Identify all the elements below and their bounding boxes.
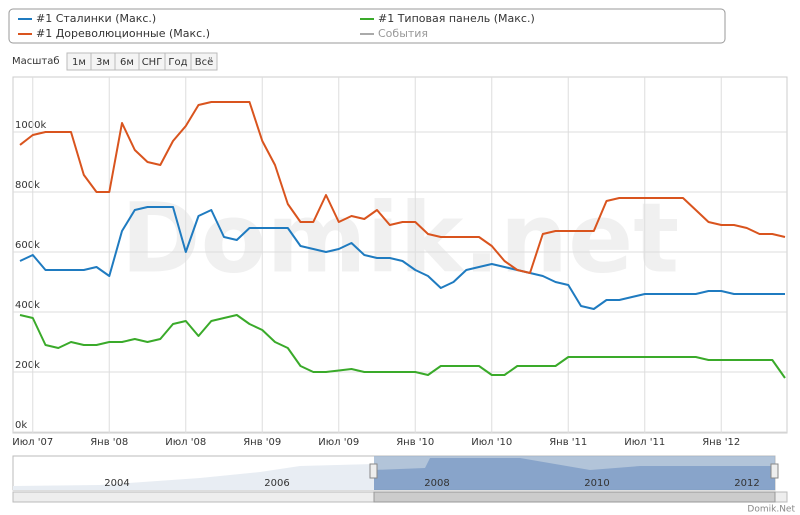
navigator-series [374,458,775,490]
legend-box [8,8,726,44]
zoom-button[interactable]: 1м [66,52,92,71]
legend-item[interactable]: #1 Дореволюционные (Макс.) [18,27,210,40]
zoom-button[interactable]: СНГ [138,52,166,71]
y-tick-label: 800k [15,180,40,191]
legend-label: #1 Сталинки (Макс.) [36,12,156,25]
legend-label: #1 Дореволюционные (Макс.) [36,27,210,40]
x-tick-label: Янв '08 [90,437,128,448]
navigator-area [13,464,374,490]
zoom-button-bg [190,52,218,71]
legend-item[interactable]: #1 Сталинки (Макс.) [18,12,156,25]
x-tick-label: Июл '10 [471,437,512,448]
x-tick-label: Янв '11 [549,437,587,448]
scrollbar-thumb[interactable] [373,491,776,503]
series-line [19,314,786,379]
zoom-button-label: Всё [195,57,214,68]
legend-label: События [378,27,428,40]
zoom-label: Масштаб [12,56,60,67]
zoom-button-label: 1м [72,57,86,68]
navigator-label: 2008 [424,478,449,489]
series-line [19,101,786,274]
watermark: Domik.net [121,182,679,294]
y-tick-label: 1000k [15,120,46,131]
zoom-button-label: 6м [120,57,134,68]
x-tick-label: Июл '11 [624,437,665,448]
credit: Domik.Net [747,505,795,515]
navigator-handle[interactable] [369,463,378,479]
navigator-label: 2006 [264,478,289,489]
navigator-handle[interactable] [770,463,779,479]
y-tick-label: 200k [15,360,40,371]
zoom-button-label: СНГ [142,57,163,68]
x-tick-label: Янв '09 [243,437,281,448]
zoom-button[interactable]: Год [164,52,192,71]
legend-item[interactable]: #1 Типовая панель (Макс.) [360,12,535,25]
zoom-button[interactable]: 3м [90,52,116,71]
x-tick-label: Июл '08 [165,437,206,448]
zoom-button-label: Год [168,57,187,68]
navigator-label: 2004 [104,478,129,489]
x-tick-label: Июл '07 [12,437,53,448]
series-line [19,206,785,310]
y-tick-label: 600k [15,240,40,251]
navigator-label: 2012 [734,478,759,489]
x-tick-label: Янв '10 [396,437,434,448]
x-tick-label: Янв '12 [702,437,740,448]
legend-label: #1 Типовая панель (Макс.) [378,12,535,25]
x-tick-label: Июл '09 [318,437,359,448]
y-tick-label: 0k [15,420,27,431]
plot-area [12,76,788,434]
y-tick-label: 400k [15,300,40,311]
navigator: 2004 2006 2008 2010 2012 [12,455,788,503]
zoom-button-label: 3м [96,57,110,68]
zoom-button[interactable]: Всё [190,52,218,71]
zoom-button[interactable]: 6м [114,52,140,71]
legend-item[interactable]: События [360,27,428,40]
navigator-label: 2010 [584,478,609,489]
